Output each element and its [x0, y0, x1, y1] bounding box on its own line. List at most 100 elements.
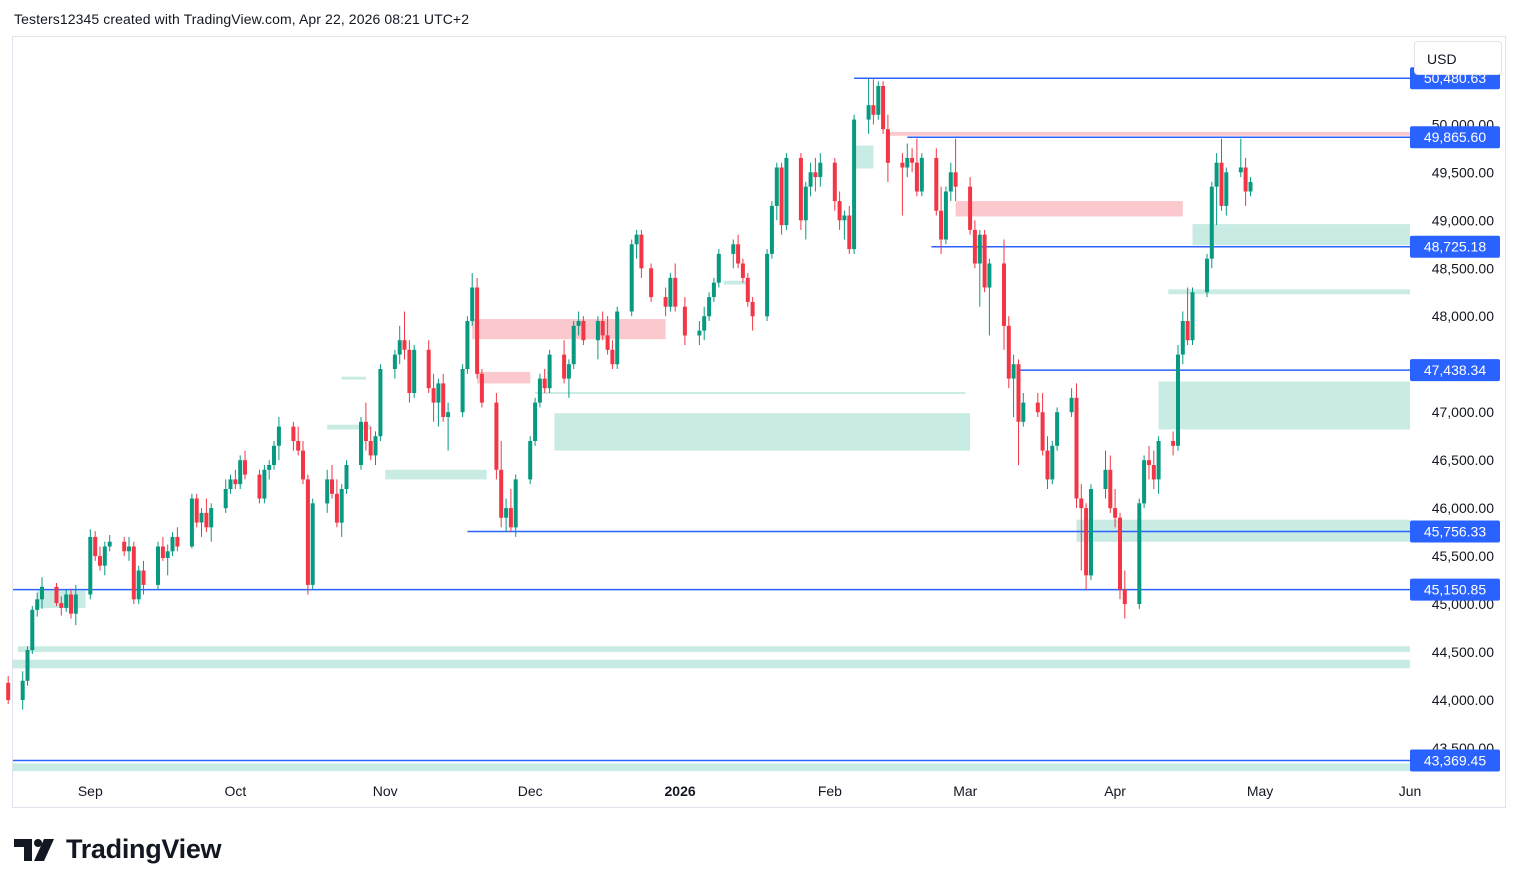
level-price-label-2: 48,725.18: [1424, 239, 1486, 255]
x-tick-label-5: Feb: [818, 783, 842, 799]
candle-body-130: [905, 157, 910, 168]
demand-zone-17: [13, 659, 1410, 669]
candle-body-82: [566, 364, 571, 379]
candle-body-61: [426, 349, 431, 389]
demand-zone-13: [341, 376, 366, 380]
candle-body-131: [910, 157, 915, 163]
candle-body-23: [165, 551, 170, 558]
candle-body-91: [629, 244, 634, 312]
demand-zone-4: [854, 145, 874, 169]
y-tick-label-11: 49,000.00: [1432, 212, 1494, 228]
candle-body-176: [1214, 162, 1219, 187]
candle-body-41: [291, 426, 296, 441]
candle-body-29: [204, 512, 209, 528]
demand-zone-5: [1192, 224, 1410, 246]
x-tick-label-1: Oct: [225, 783, 247, 799]
candle-body-164: [1137, 503, 1142, 604]
level-price-badge-bg-1: [1410, 126, 1500, 149]
candle-body-6: [54, 586, 59, 604]
candle-body-58: [402, 340, 407, 350]
candle-body-2: [25, 650, 30, 681]
candle-body-84: [576, 321, 581, 326]
candle-body-148: [1021, 402, 1026, 422]
level-price-badge-bg-3: [1410, 359, 1500, 382]
candle-body-28: [199, 512, 204, 523]
y-tick-label-5: 46,000.00: [1432, 500, 1494, 516]
candle-body-49: [339, 489, 344, 523]
candle-body-109: [765, 253, 770, 317]
candle-body-9: [69, 594, 73, 614]
candle-body-162: [1118, 517, 1122, 590]
candle-body-168: [1156, 441, 1161, 480]
candle-body-140: [972, 229, 977, 264]
y-tick-label-7: 47,000.00: [1432, 404, 1494, 420]
candle-body-99: [697, 330, 702, 336]
candle-body-24: [170, 536, 175, 552]
candle-body-96: [668, 277, 673, 307]
candle-body-143: [987, 263, 992, 288]
level-price-label-1: 49,865.60: [1424, 129, 1486, 145]
candle-body-25: [175, 536, 180, 547]
level-line-layer: [13, 77, 1410, 762]
candle-body-26: [189, 498, 194, 547]
candle-body-122: [847, 215, 852, 250]
candle-body-117: [813, 172, 818, 178]
level-price-label-3: 47,438.34: [1424, 362, 1486, 378]
candle-body-89: [610, 349, 615, 365]
candle-body-157: [1084, 508, 1089, 576]
candle-body-95: [663, 297, 668, 307]
candle-body-169: [1171, 441, 1176, 446]
candle-body-127: [881, 86, 886, 130]
supply-zone-2: [955, 201, 1183, 217]
axis-layer: 43,500.0044,000.0044,500.0045,000.0045,5…: [78, 67, 1500, 799]
candle-body-156: [1079, 498, 1084, 509]
y-tick-label-12: 49,500.00: [1432, 164, 1494, 180]
candle-body-136: [943, 191, 948, 240]
candle-body-52: [363, 421, 368, 441]
candle-body-151: [1045, 450, 1050, 480]
y-tick-label-10: 48,500.00: [1432, 260, 1494, 276]
chart-header: Testers12345 created with TradingView.co…: [14, 11, 470, 27]
candle-body-4: [35, 599, 40, 610]
candle-body-5: [40, 586, 44, 600]
candle-body-1: [20, 680, 25, 700]
candle-body-17: [127, 546, 131, 552]
candle-body-48: [334, 493, 339, 523]
candle-body-133: [919, 157, 924, 192]
demand-zone-18: [13, 763, 1410, 772]
candle-body-22: [160, 546, 165, 558]
candle-body-27: [194, 498, 199, 523]
candle-body-68: [470, 287, 475, 322]
candle-body-3: [30, 609, 35, 651]
y-tick-label-6: 46,500.00: [1432, 452, 1494, 468]
candle-body-106: [740, 263, 745, 278]
candle-body-46: [325, 479, 330, 504]
candle-body-42: [296, 441, 301, 451]
candle-body-76: [528, 441, 533, 480]
candle-body-35: [243, 460, 247, 475]
candle-body-33: [233, 479, 238, 485]
candle-body-100: [702, 316, 707, 331]
currency-selector[interactable]: USD: [1414, 41, 1502, 75]
candle-body-125: [871, 105, 876, 115]
tradingview-logo[interactable]: TradingView: [14, 834, 222, 865]
candle-body-114: [798, 157, 803, 221]
candle-body-110: [769, 205, 774, 254]
candle-body-126: [876, 86, 881, 115]
candle-body-78: [537, 378, 542, 403]
x-tick-label-9: Jun: [1399, 783, 1422, 799]
level-price-badge-bg-5: [1410, 578, 1500, 601]
demand-zone-7: [1158, 381, 1410, 430]
demand-zone-10: [723, 280, 748, 285]
candle-body-43: [301, 450, 305, 480]
candle-body-72: [499, 469, 504, 518]
candle-body-103: [716, 253, 721, 283]
candle-body-174: [1205, 258, 1209, 293]
candle-body-153: [1055, 412, 1060, 446]
candle-layer: [6, 78, 1253, 710]
candle-body-141: [977, 234, 982, 264]
candle-body-170: [1176, 354, 1180, 446]
candle-body-59: [407, 349, 412, 393]
candle-body-64: [441, 383, 446, 417]
